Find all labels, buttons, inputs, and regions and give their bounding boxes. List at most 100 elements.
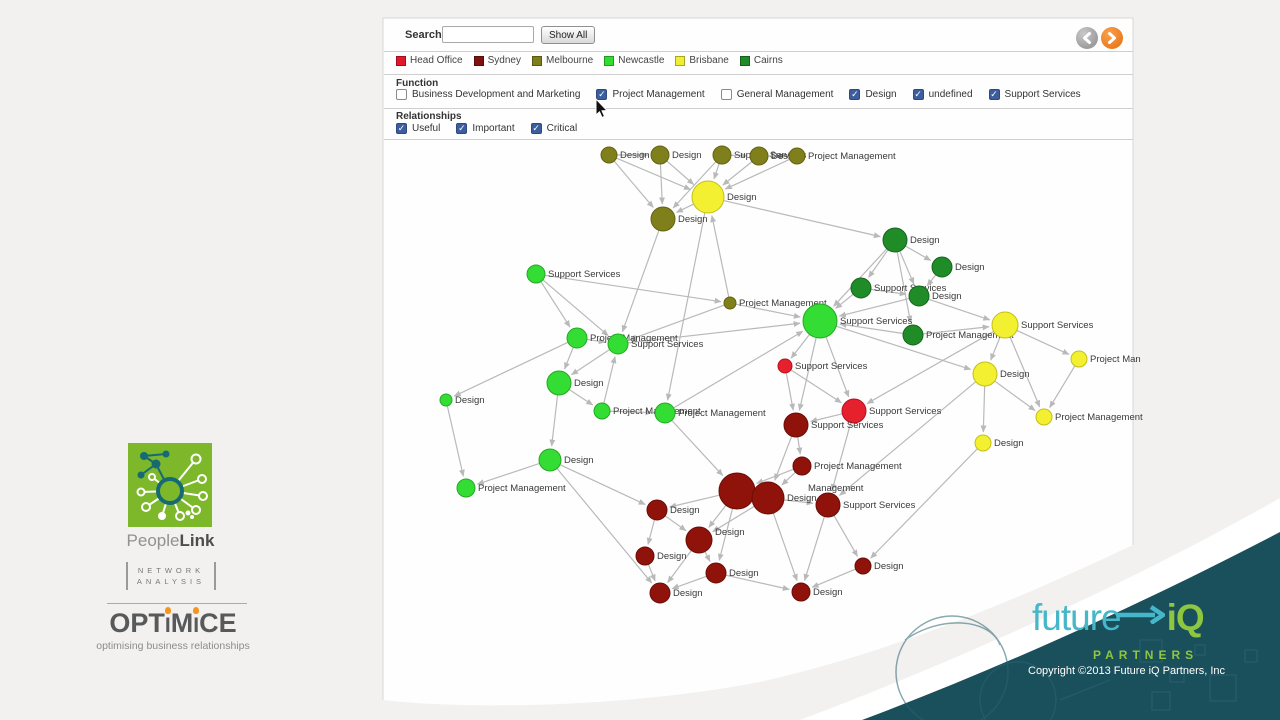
relationship-option[interactable]: ✓ Important <box>456 123 515 134</box>
graph-edge <box>713 163 720 180</box>
graph-edge <box>811 568 856 588</box>
graph-edge <box>453 341 569 397</box>
graph-node-s10[interactable] <box>705 562 727 584</box>
function-checkbox[interactable]: ✓ <box>912 89 924 100</box>
graph-node-label: Support Services <box>843 500 916 511</box>
graph-node-m1[interactable] <box>600 146 618 164</box>
graph-node-c3[interactable] <box>850 277 872 299</box>
graph-edge <box>735 303 801 319</box>
function-checkbox[interactable]: ✓ <box>988 89 1000 100</box>
function-option[interactable]: ✓ Support Services <box>988 89 1081 100</box>
graph-node-s2[interactable] <box>792 456 812 476</box>
graph-node-label: Design <box>1000 369 1030 380</box>
show-all-button[interactable]: Show All <box>541 26 596 44</box>
peoplelink-word-people: People <box>126 531 180 550</box>
function-option[interactable]: General Management <box>720 89 834 100</box>
graph-node-label: Design <box>715 527 745 538</box>
function-checkbox[interactable] <box>720 89 732 100</box>
graph-node-m4[interactable] <box>749 146 769 166</box>
function-option[interactable]: ✓ Design <box>849 89 897 100</box>
graph-node-s3[interactable] <box>718 472 756 510</box>
graph-node-label: Design <box>678 214 708 225</box>
graph-node-m6[interactable] <box>691 180 725 214</box>
graph-node-label: Project Management <box>739 298 827 309</box>
graph-node-n3[interactable] <box>607 333 629 355</box>
relationship-option[interactable]: ✓ Useful <box>396 123 440 134</box>
graph-node-s4[interactable] <box>751 481 785 515</box>
graph-node-label: Design <box>657 551 687 562</box>
graph-node-m2[interactable] <box>650 145 670 165</box>
graph-node-label: Design <box>574 378 604 389</box>
graph-node-b3[interactable] <box>972 361 998 387</box>
graph-node-label: Design <box>910 235 940 246</box>
function-checkbox[interactable] <box>396 89 407 100</box>
graph-edge <box>571 349 610 376</box>
legend-item: Sydney <box>473 55 521 66</box>
relationship-checkbox[interactable]: ✓ <box>396 123 407 134</box>
graph-node-m3[interactable] <box>712 145 732 165</box>
graph-node-n8[interactable] <box>538 448 562 472</box>
relationship-label: Useful <box>412 123 441 134</box>
graph-node-label: Design <box>813 587 843 598</box>
graph-node-s1[interactable] <box>783 412 809 438</box>
graph-edge <box>646 519 656 545</box>
graph-node-n7[interactable] <box>654 402 676 424</box>
graph-node-n6[interactable] <box>593 402 611 420</box>
function-checkbox[interactable]: ✓ <box>849 89 861 100</box>
search-input[interactable] <box>442 26 534 43</box>
relationship-option[interactable]: ✓ Critical <box>530 123 577 134</box>
graph-edge <box>783 499 814 506</box>
graph-edge <box>723 200 881 239</box>
graph-node-c4[interactable] <box>908 285 930 307</box>
function-label: General Management <box>736 89 834 100</box>
graph-node-s11[interactable] <box>649 582 671 604</box>
graph-node-b1[interactable] <box>991 311 1019 339</box>
peoplelink-logo <box>128 443 212 527</box>
graph-node-h2[interactable] <box>841 398 867 424</box>
graph-node-h1[interactable] <box>777 358 793 374</box>
graph-node-n5[interactable] <box>439 393 453 407</box>
graph-node-label: Project Management <box>478 483 566 494</box>
graph-node-s12[interactable] <box>791 582 811 602</box>
nav-forward-button[interactable] <box>1101 27 1123 49</box>
graph-edge <box>627 321 801 344</box>
function-option[interactable]: Business Development and Marketing <box>396 89 580 100</box>
legend-label: Cairns <box>753 55 783 66</box>
graph-node-b5[interactable] <box>974 434 992 452</box>
graph-node-b4[interactable] <box>1035 408 1053 426</box>
graph-node-n4[interactable] <box>546 370 572 396</box>
graph-edge <box>710 215 730 298</box>
arrow-left-icon <box>1083 32 1091 44</box>
graph-edge <box>549 394 559 447</box>
graph-edge <box>676 203 694 213</box>
graph-node-s5[interactable] <box>815 492 841 518</box>
graph-node-c5[interactable] <box>902 324 924 346</box>
futureiq-word-iq: iQ <box>1166 597 1205 638</box>
graph-edge <box>725 574 790 591</box>
app-panel-border <box>382 17 1134 700</box>
graph-node-m7[interactable] <box>650 206 676 232</box>
graph-node-s9[interactable] <box>854 557 872 575</box>
function-option[interactable]: ✓ undefined <box>912 89 973 100</box>
graph-edge <box>722 161 753 186</box>
graph-node-m8[interactable] <box>723 296 737 310</box>
graph-edge <box>671 575 707 590</box>
graph-node-n10[interactable] <box>802 303 838 339</box>
graph-node-c1[interactable] <box>882 227 908 253</box>
graph-node-b2[interactable] <box>1070 350 1088 368</box>
relationship-checkbox[interactable]: ✓ <box>530 123 542 134</box>
graph-node-n2[interactable] <box>566 327 588 349</box>
network-analysis-line1: NETWORK <box>137 566 205 575</box>
graph-node-s6[interactable] <box>646 499 668 521</box>
graph-node-m5[interactable] <box>788 147 806 165</box>
graph-node-s7[interactable] <box>685 526 713 554</box>
graph-node-n9[interactable] <box>456 478 476 498</box>
graph-node-n1[interactable] <box>526 264 546 284</box>
legend-color-swatch <box>604 55 615 66</box>
relationship-checkbox[interactable]: ✓ <box>456 123 468 134</box>
graph-node-s8[interactable] <box>635 546 655 566</box>
graph-edge <box>586 338 606 345</box>
graph-node-c2[interactable] <box>931 256 953 278</box>
nav-back-button[interactable] <box>1076 27 1098 49</box>
